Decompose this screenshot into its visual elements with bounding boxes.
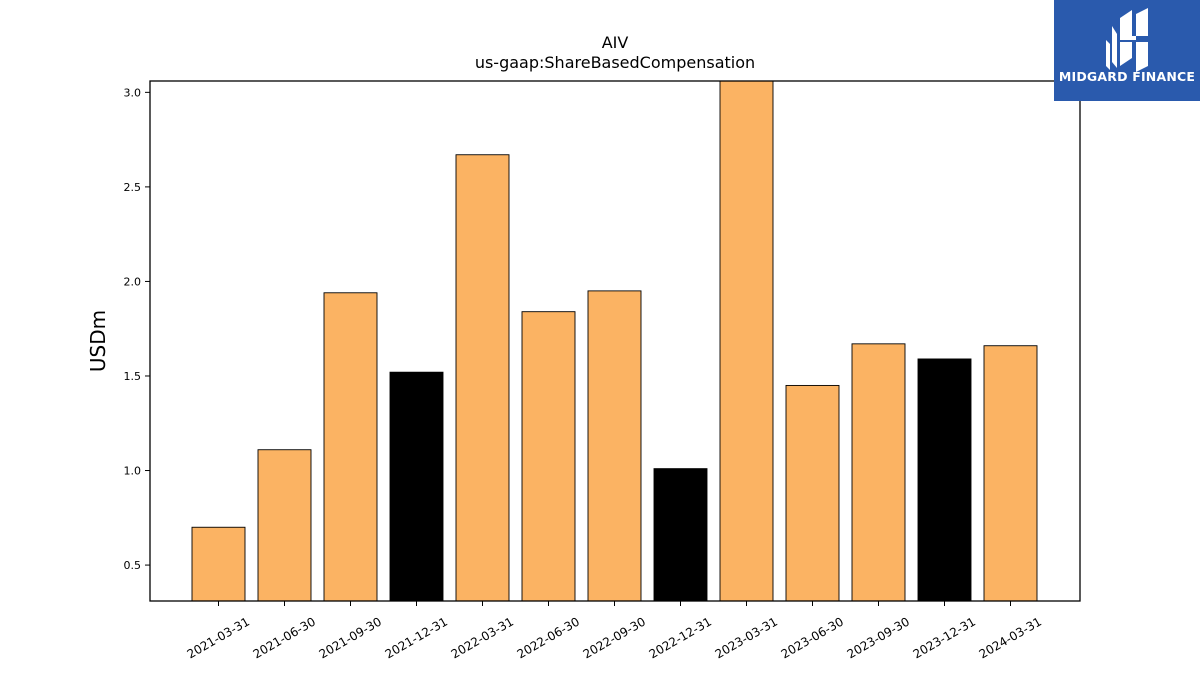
x-tick-label: 2021-09-30 xyxy=(317,614,384,661)
y-tick-label: 1.0 xyxy=(124,465,142,478)
y-tick-label: 2.0 xyxy=(124,275,142,288)
bar-2021-06-30 xyxy=(257,449,312,602)
midgard-logo-icon xyxy=(1106,8,1148,72)
x-tick-label: 2021-06-30 xyxy=(251,614,318,661)
bar-2021-12-31 xyxy=(389,371,444,602)
brand-logo: MIDGARD FINANCE xyxy=(1054,0,1200,101)
bar-2023-06-30 xyxy=(785,384,840,602)
y-tick-label: 0.5 xyxy=(124,559,142,572)
x-tick-label: 2024-03-31 xyxy=(977,614,1044,661)
y-ticks-group: 0.5 1.0 1.5 2.0 2.5 3.0 xyxy=(124,86,150,572)
bar-2022-12-31 xyxy=(653,468,708,602)
x-tick-label: 2022-09-30 xyxy=(581,614,648,661)
x-tick-label: 2021-03-31 xyxy=(185,614,252,661)
x-tick-label: 2023-06-30 xyxy=(779,614,846,661)
y-axis-label: USDm xyxy=(86,310,110,372)
chart-title: AIV xyxy=(602,33,629,52)
bar-2021-03-31 xyxy=(191,526,246,602)
bar-2022-06-30 xyxy=(521,311,576,602)
x-tick-label: 2022-12-31 xyxy=(647,614,714,661)
x-tick-label: 2022-03-31 xyxy=(449,614,516,661)
bar-2024-03-31 xyxy=(983,345,1038,602)
brand-name: MIDGARD FINANCE xyxy=(1058,69,1196,84)
y-tick-label: 3.0 xyxy=(124,86,142,99)
x-ticks-group: 2021-03-312021-06-302021-09-302021-12-31… xyxy=(185,601,1044,661)
bar-2021-09-30 xyxy=(323,292,378,602)
y-tick-label: 2.5 xyxy=(124,181,142,194)
x-tick-label: 2023-12-31 xyxy=(911,614,978,661)
bar-2023-12-31 xyxy=(917,358,972,602)
bar-2022-03-31 xyxy=(455,154,510,602)
bars-group xyxy=(191,80,1038,602)
x-tick-label: 2022-06-30 xyxy=(515,614,582,661)
plot-frame xyxy=(149,80,1081,602)
bar-2023-03-31 xyxy=(719,80,774,602)
bar-2022-09-30 xyxy=(587,290,642,602)
y-tick-label: 1.5 xyxy=(124,370,142,383)
x-tick-label: 2021-12-31 xyxy=(383,614,450,661)
x-tick-label: 2023-09-30 xyxy=(845,614,912,661)
chart-subtitle: us-gaap:ShareBasedCompensation xyxy=(475,53,755,72)
bar-2023-09-30 xyxy=(851,343,906,602)
x-tick-label: 2023-03-31 xyxy=(713,614,780,661)
